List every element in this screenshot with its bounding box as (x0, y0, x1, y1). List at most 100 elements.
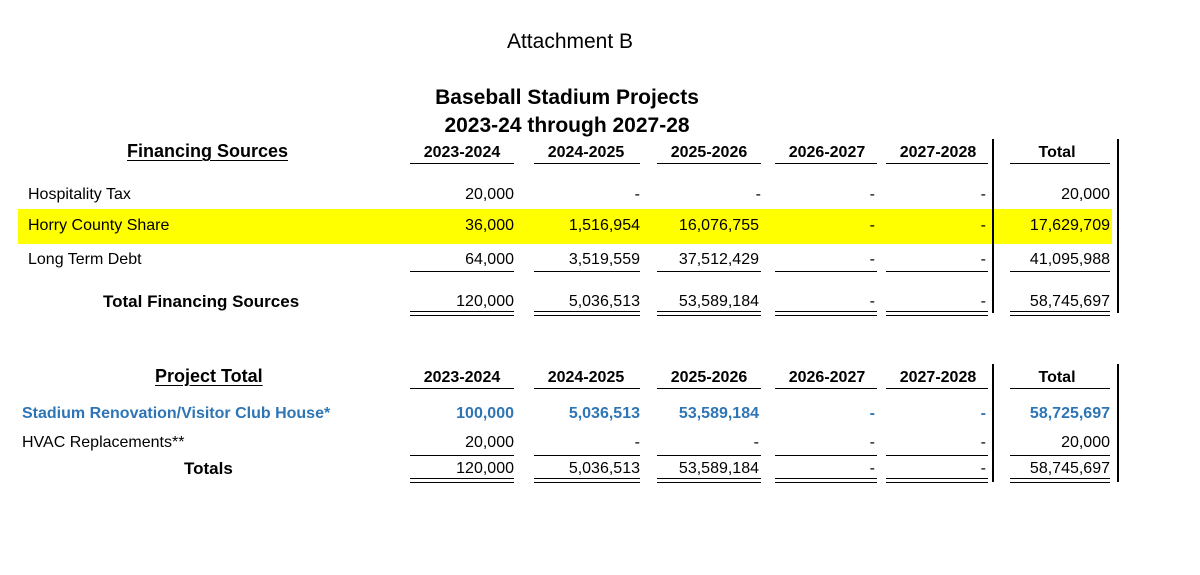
row-label: HVAC Replacements** (22, 434, 185, 451)
cell-value: 1,516,954 (568, 217, 640, 234)
double-underline (657, 478, 761, 483)
cell-value: - (869, 405, 875, 422)
cell-value: 37,512,429 (678, 251, 759, 268)
row-highlight (18, 209, 1112, 244)
header-underline (534, 163, 640, 164)
subtotal-line (1010, 271, 1110, 272)
total-column-divider (992, 364, 994, 482)
cell-value: - (634, 186, 640, 203)
subtotal-line (886, 271, 988, 272)
report-title: Baseball Stadium Projects (435, 86, 699, 109)
header-underline (1010, 388, 1110, 389)
cell-value: - (869, 434, 875, 451)
cell-value: 36,000 (465, 217, 514, 234)
double-underline (534, 478, 640, 483)
header-underline (886, 163, 988, 164)
double-underline (410, 478, 514, 483)
cell-value-total: 58,725,697 (1029, 405, 1110, 422)
cell-value: - (869, 186, 875, 203)
right-border (1117, 139, 1119, 313)
double-underline (657, 311, 761, 316)
header-underline (534, 388, 640, 389)
double-underline (1010, 478, 1110, 483)
cell-value-total: 17,629,709 (1029, 217, 1110, 234)
subtotal-line (775, 271, 877, 272)
double-underline (775, 311, 877, 316)
subtotal-line (657, 455, 761, 456)
subtotal-line (886, 455, 988, 456)
cell-value: 5,036,513 (568, 405, 640, 422)
column-header: 2027-2028 (899, 369, 977, 386)
total-value-grand: 58,745,697 (1029, 293, 1110, 310)
cell-value: - (634, 434, 640, 451)
subtotal-line (775, 455, 877, 456)
column-header: 2025-2026 (670, 144, 748, 161)
cell-value: - (980, 405, 986, 422)
double-underline (534, 311, 640, 316)
total-value: 53,589,184 (678, 293, 759, 310)
total-value: 53,589,184 (678, 460, 759, 477)
total-value: - (980, 460, 986, 477)
total-value: 5,036,513 (568, 293, 640, 310)
total-value: 120,000 (456, 293, 514, 310)
row-label: Hospitality Tax (28, 186, 131, 203)
cell-value: - (869, 217, 875, 234)
subtotal-line (657, 271, 761, 272)
column-header-total: Total (1038, 144, 1076, 161)
cell-value: 100,000 (456, 405, 514, 422)
cell-value: 53,589,184 (678, 405, 759, 422)
double-underline (775, 478, 877, 483)
header-underline (886, 388, 988, 389)
cell-value-total: 20,000 (1061, 434, 1110, 451)
total-value: - (869, 460, 875, 477)
total-value: 5,036,513 (568, 460, 640, 477)
subtotal-line (534, 455, 640, 456)
row-label: Horry County Share (28, 217, 170, 234)
total-value-grand: 58,745,697 (1029, 460, 1110, 477)
column-header: 2027-2028 (899, 144, 977, 161)
cell-value: 16,076,755 (678, 217, 759, 234)
cell-value-total: 20,000 (1061, 186, 1110, 203)
double-underline (886, 311, 988, 316)
subtotal-line (534, 271, 640, 272)
header-underline (775, 163, 877, 164)
column-header: 2024-2025 (547, 144, 625, 161)
header-underline (657, 388, 761, 389)
cell-value: 64,000 (465, 251, 514, 268)
column-header: 2023-2024 (423, 144, 501, 161)
right-border (1117, 364, 1119, 482)
cell-value: 20,000 (465, 434, 514, 451)
column-header-total: Total (1038, 369, 1076, 386)
total-row-label: Totals (184, 459, 233, 478)
report-subtitle: 2023-24 through 2027-28 (444, 114, 690, 137)
attachment-label: Attachment B (506, 30, 634, 53)
cell-value: - (755, 186, 761, 203)
total-value: 120,000 (456, 460, 514, 477)
column-header: 2023-2024 (423, 369, 501, 386)
subtotal-line (410, 271, 514, 272)
header-underline (1010, 163, 1110, 164)
header-underline (657, 163, 761, 164)
column-header: 2024-2025 (547, 369, 625, 386)
double-underline (886, 478, 988, 483)
header-underline (410, 163, 514, 164)
total-value: - (869, 293, 875, 310)
total-row-label: Total Financing Sources (103, 292, 300, 311)
subtotal-line (1010, 455, 1110, 456)
header-underline (775, 388, 877, 389)
cell-value: 3,519,559 (568, 251, 640, 268)
cell-value: - (980, 186, 986, 203)
double-underline (410, 311, 514, 316)
cell-value: - (980, 217, 986, 234)
column-header: 2026-2027 (788, 369, 866, 386)
row-label: Stadium Renovation/Visitor Club House* (22, 405, 331, 422)
section-title-projects: Project Total (155, 366, 263, 386)
row-label: Long Term Debt (28, 251, 142, 268)
column-header: 2025-2026 (670, 369, 748, 386)
cell-value-total: 41,095,988 (1029, 251, 1110, 268)
cell-value: - (753, 434, 759, 451)
cell-value: 20,000 (465, 186, 514, 203)
column-header: 2026-2027 (788, 144, 866, 161)
cell-value: - (980, 434, 986, 451)
subtotal-line (410, 455, 514, 456)
